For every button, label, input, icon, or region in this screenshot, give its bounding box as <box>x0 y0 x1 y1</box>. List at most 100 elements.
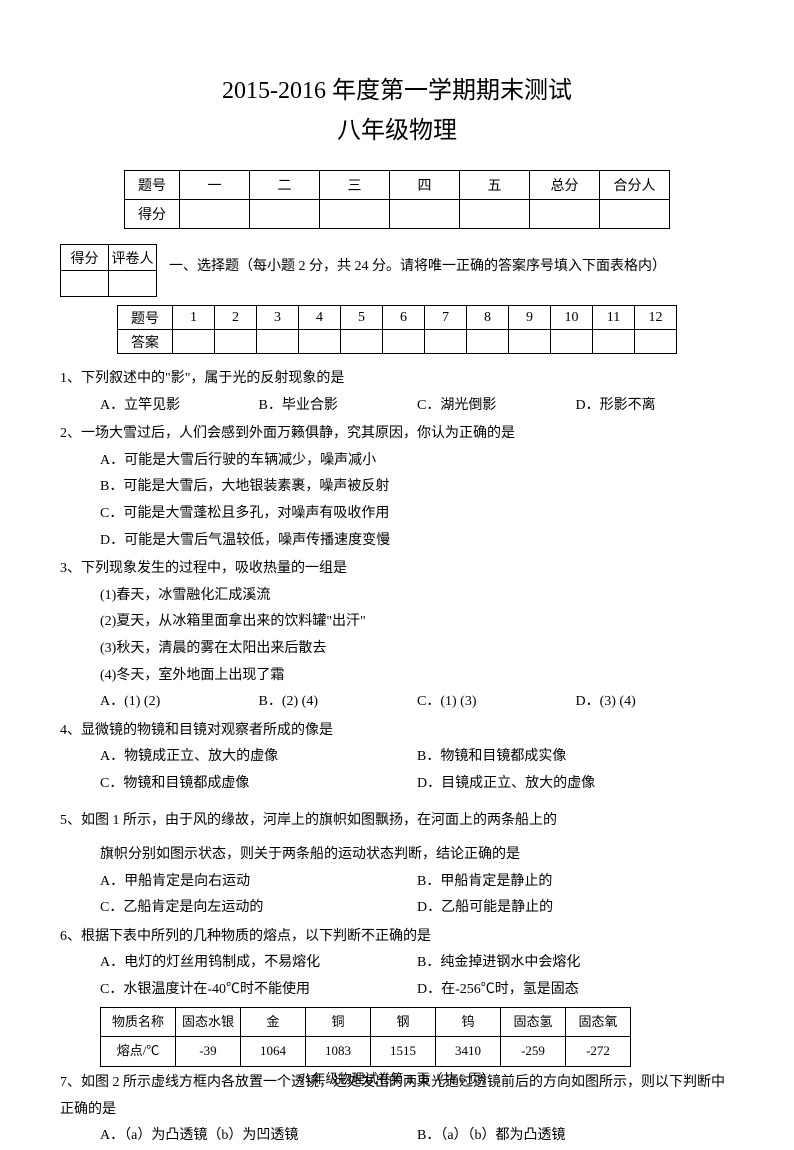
question-5: 5、如图 1 所示，由于风的缘故，河岸上的旗帜如图飘扬，在河面上的两条船上的 旗… <box>60 808 734 922</box>
option: C．乙船肯定是向左运动的 <box>100 895 417 922</box>
cell <box>215 330 257 354</box>
cell <box>383 330 425 354</box>
question-text: 4、显微镜的物镜和目镜对观察者所成的像是 <box>60 718 734 745</box>
cell: 金 <box>241 1007 306 1037</box>
cell: -39 <box>176 1037 241 1067</box>
cell: 1 <box>173 306 215 330</box>
cell: 2 <box>215 306 257 330</box>
melting-point-table: 物质名称 固态水银 金 铜 钢 钨 固态氢 固态氧 熔点/℃ -39 1064 … <box>100 1007 631 1067</box>
cell: 一 <box>180 171 250 200</box>
sub-item: (3)秋天，清晨的雾在太阳出来后散去 <box>100 636 449 663</box>
option: A．甲船肯定是向右运动 <box>100 869 417 896</box>
option: A．电灯的灯丝用钨制成，不易熔化 <box>100 950 417 977</box>
title-main: 2015-2016 年度第一学期期末测试 <box>60 70 734 105</box>
cell: 物质名称 <box>101 1007 176 1037</box>
title-sub: 八年级物理 <box>60 110 734 145</box>
option: B．可能是大雪后，大地银装素裹，噪声被反射 <box>100 474 734 501</box>
sub-item: (1)春天，冰雪融化汇成溪流 <box>100 583 354 610</box>
cell <box>341 330 383 354</box>
cell: 合分人 <box>600 171 670 200</box>
cell: 铜 <box>306 1007 371 1037</box>
cell: 1064 <box>241 1037 306 1067</box>
cell <box>467 330 509 354</box>
cell: -272 <box>566 1037 631 1067</box>
option: C．湖光倒影 <box>417 393 576 420</box>
question-text: 3、下列现象发生的过程中，吸收热量的一组是 <box>60 556 734 583</box>
cell: 钢 <box>371 1007 436 1037</box>
cell: 四 <box>390 171 460 200</box>
cell <box>320 200 390 229</box>
cell <box>530 200 600 229</box>
cell: 固态氧 <box>566 1007 631 1037</box>
cell <box>635 330 677 354</box>
cell <box>593 330 635 354</box>
cell: 12 <box>635 306 677 330</box>
cell: 三 <box>320 171 390 200</box>
cell <box>509 330 551 354</box>
cell: 得分 <box>125 200 180 229</box>
option: D．目镜成正立、放大的虚像 <box>417 771 734 798</box>
cell <box>600 200 670 229</box>
cell: 固态氢 <box>501 1007 566 1037</box>
cell: 钨 <box>436 1007 501 1037</box>
cell: 3 <box>257 306 299 330</box>
cell: 1083 <box>306 1037 371 1067</box>
cell <box>425 330 467 354</box>
grader-table: 得分 评卷人 <box>60 244 157 297</box>
cell <box>551 330 593 354</box>
cell: 题号 <box>118 306 173 330</box>
option: A．(1) (2) <box>100 689 259 716</box>
cell: 五 <box>460 171 530 200</box>
cell <box>390 200 460 229</box>
option: C．可能是大雪蓬松且多孔，对噪声有吸收作用 <box>100 501 734 528</box>
cell: 题号 <box>125 171 180 200</box>
option: B．(2) (4) <box>259 689 418 716</box>
option: B．（a）（b）都为凸透镜 <box>417 1123 734 1150</box>
cell: -259 <box>501 1037 566 1067</box>
cell: 5 <box>341 306 383 330</box>
cell: 总分 <box>530 171 600 200</box>
question-text-cont: 旗帜分别如图示状态，则关于两条船的运动状态判断，结论正确的是 <box>60 842 734 869</box>
option: B．纯金掉进钢水中会熔化 <box>417 950 734 977</box>
question-text: 2、一场大雪过后，人们会感到外面万籁俱静，究其原因，你认为正确的是 <box>60 421 734 448</box>
option: A．（a）为凸透镜（b）为凹透镜 <box>100 1123 417 1150</box>
cell: 11 <box>593 306 635 330</box>
question-4: 4、显微镜的物镜和目镜对观察者所成的像是 A．物镜成正立、放大的虚像 B．物镜和… <box>60 718 734 798</box>
option: A．可能是大雪后行驶的车辆减少，噪声减小 <box>100 448 734 475</box>
question-text: 1、下列叙述中的"影"，属于光的反射现象的是 <box>60 366 734 393</box>
option: D．可能是大雪后气温较低，噪声传播速度变慢 <box>100 528 734 555</box>
cell: 3410 <box>436 1037 501 1067</box>
option: B．甲船肯定是静止的 <box>417 869 734 896</box>
cell <box>173 330 215 354</box>
option: B．物镜和目镜都成实像 <box>417 744 734 771</box>
question-2: 2、一场大雪过后，人们会感到外面万籁俱静，究其原因，你认为正确的是 A．可能是大… <box>60 421 734 554</box>
cell: 1515 <box>371 1037 436 1067</box>
option: A．物镜成正立、放大的虚像 <box>100 744 417 771</box>
cell <box>180 200 250 229</box>
option: D．乙船可能是静止的 <box>417 895 734 922</box>
question-3: 3、下列现象发生的过程中，吸收热量的一组是 (1)春天，冰雪融化汇成溪流 (2)… <box>60 556 734 716</box>
cell: 答案 <box>118 330 173 354</box>
cell: 4 <box>299 306 341 330</box>
cell: 固态水银 <box>176 1007 241 1037</box>
option: C．物镜和目镜都成虚像 <box>100 771 417 798</box>
cell <box>109 271 157 297</box>
question-6: 6、根据下表中所列的几种物质的熔点，以下判断不正确的是 A．电灯的灯丝用钨制成，… <box>60 924 734 1067</box>
cell: 6 <box>383 306 425 330</box>
question-1: 1、下列叙述中的"影"，属于光的反射现象的是 A．立竿见影 B．毕业合影 C．湖… <box>60 366 734 419</box>
option: D．形影不离 <box>576 393 735 420</box>
cell <box>61 271 109 297</box>
question-text: 5、如图 1 所示，由于风的缘故，河岸上的旗帜如图飘扬，在河面上的两条船上的 <box>60 808 734 835</box>
cell <box>257 330 299 354</box>
cell: 评卷人 <box>109 245 157 271</box>
cell: 9 <box>509 306 551 330</box>
cell <box>460 200 530 229</box>
page-footer: 八年级物理试卷第 1 页（共 6 页） <box>0 1068 794 1087</box>
cell: 10 <box>551 306 593 330</box>
option: B．毕业合影 <box>259 393 418 420</box>
option: A．立竿见影 <box>100 393 259 420</box>
cell <box>299 330 341 354</box>
cell: 得分 <box>61 245 109 271</box>
section-header-row: 得分 评卷人 一、选择题（每小题 2 分，共 24 分。请将唯一正确的答案序号填… <box>60 244 734 297</box>
answer-grid-table: 题号 1 2 3 4 5 6 7 8 9 10 11 12 答案 <box>117 305 677 354</box>
